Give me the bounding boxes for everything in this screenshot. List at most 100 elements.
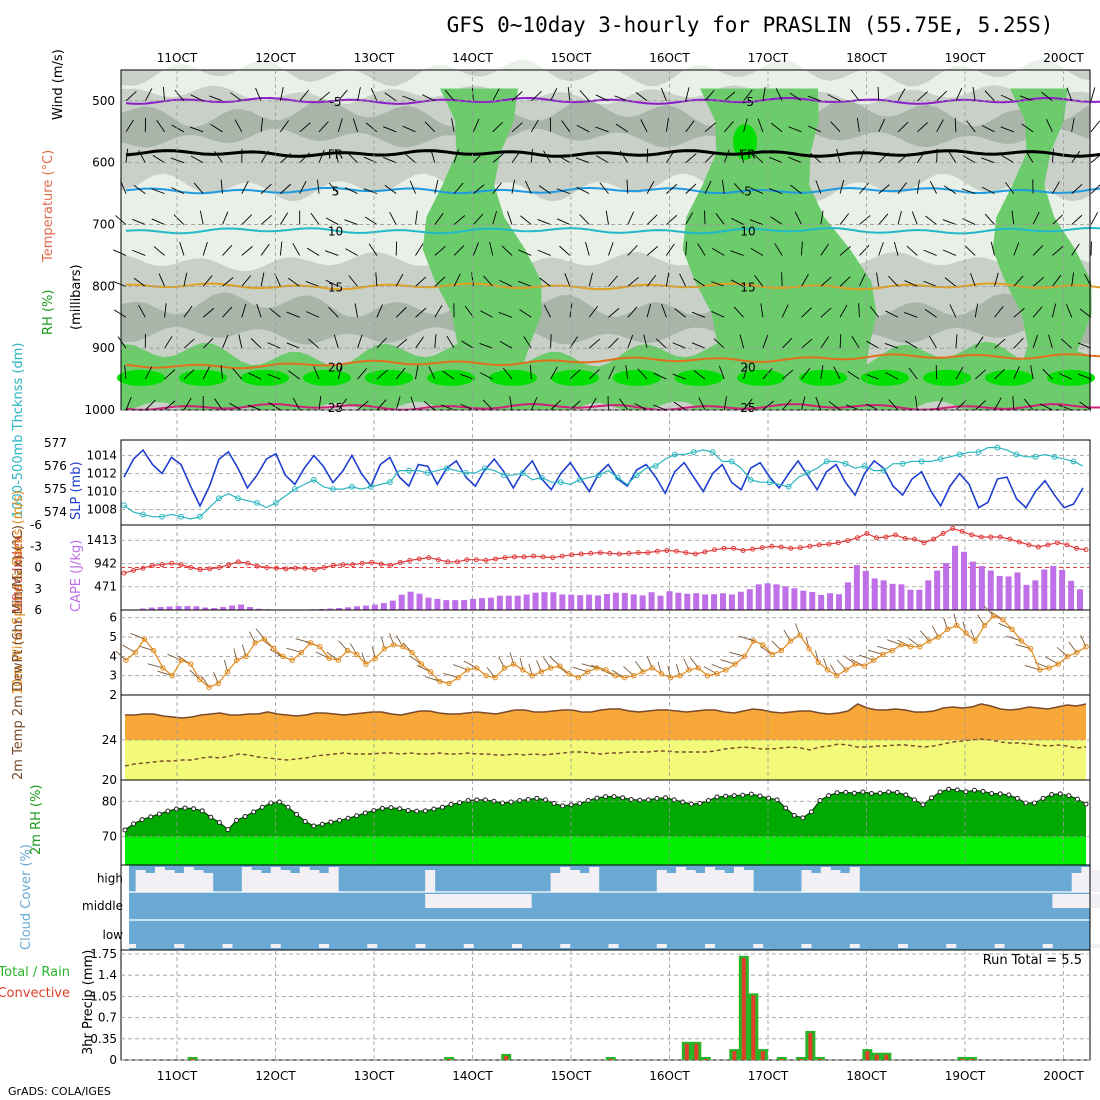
wind-barb [972, 87, 976, 101]
cape-bar [514, 595, 521, 610]
wind-barb [757, 118, 764, 132]
wind-barb [202, 307, 215, 318]
below-surface [121, 410, 1090, 440]
wind10m-marker [197, 676, 203, 683]
rh2m-marker [182, 805, 188, 811]
lifted-marker [1026, 542, 1032, 548]
wind-barb [685, 87, 690, 102]
wind10m-marker [584, 669, 591, 675]
wind-barb [984, 90, 995, 102]
wind10m-axis-label: 10m Wind Speed & Barbs (m/s) [11, 490, 26, 695]
wind-barb [1052, 214, 1063, 225]
wind-barb [608, 275, 618, 287]
wind-barb [943, 185, 957, 195]
wind-barb [241, 181, 249, 194]
wind10m-marker [935, 634, 942, 640]
rh2m-marker [242, 813, 248, 819]
wind10m-marker [566, 671, 572, 677]
wind-barb [828, 401, 841, 411]
wind-barb [363, 156, 378, 164]
wind-barb [595, 94, 609, 102]
wind-barb [269, 307, 281, 318]
wind-barb [576, 186, 590, 195]
lifted-marker [616, 551, 622, 557]
cape-bar [934, 570, 941, 610]
cape-bar [925, 580, 932, 610]
wind-barb [665, 117, 669, 132]
rh2m-marker [645, 797, 651, 803]
wind-barb [260, 117, 264, 132]
rh2m-marker [834, 790, 840, 796]
rh2m-marker [877, 790, 883, 796]
wind10m-marker [898, 642, 905, 648]
cape-bar [639, 595, 646, 610]
wind-barb [588, 397, 597, 411]
wind-barb [646, 303, 652, 318]
wind-barb [936, 119, 944, 133]
thickness-marker [994, 444, 1001, 451]
wind-barb [869, 305, 880, 318]
cape-bar [389, 600, 396, 610]
wind10m-marker [907, 644, 914, 650]
wind-barb [1090, 184, 1100, 194]
isotherm-line [125, 186, 1100, 195]
rh2m-marker [388, 805, 394, 811]
wind-barb [222, 306, 233, 318]
wind-barb [866, 340, 879, 349]
wind-barb [511, 91, 523, 102]
wind-barb [125, 148, 129, 163]
rh2m-marker [251, 809, 257, 815]
wind-barb [404, 153, 416, 164]
rh2m-marker [1083, 801, 1089, 807]
rh2m-marker [980, 788, 986, 794]
precip-bar [795, 1056, 806, 1060]
cloud-gap [840, 873, 851, 892]
wind-barb [241, 246, 253, 256]
wind-barb [693, 370, 706, 380]
lifted-marker [331, 562, 337, 568]
wind-barb [754, 274, 764, 287]
thickness-tick: 574 [44, 505, 67, 519]
wind-barb [260, 183, 272, 194]
wind-barb [833, 366, 841, 380]
wind10m-marker [344, 647, 351, 654]
wind-barb [878, 118, 886, 133]
slp-frame [120, 439, 1091, 526]
precip-convective-bar [732, 1051, 737, 1060]
rh2m-marker [800, 815, 806, 821]
rh2m-marker [216, 820, 222, 825]
lifted-marker [673, 548, 679, 554]
upper-air-labels: Wind (m/s) Temperature (°C) RH (%) (mill… [41, 49, 84, 335]
wind-barb [299, 89, 309, 102]
cloud-gap [946, 944, 957, 948]
wind-barb [897, 210, 902, 225]
wind10m-marker [270, 645, 277, 652]
cape-bar [166, 606, 173, 610]
cape-bar [809, 591, 816, 610]
lifted-marker [569, 552, 575, 558]
wind-barb [974, 336, 984, 349]
wind-barb [1066, 304, 1073, 318]
wind-barb [627, 277, 639, 287]
lifted-marker [997, 534, 1003, 540]
rh2m-marker [225, 827, 231, 833]
wind10m-marker [732, 661, 738, 667]
wind-barb [325, 279, 339, 287]
wind-barb [162, 86, 166, 101]
cape-bar [595, 595, 602, 610]
cloud-gap [174, 944, 185, 948]
wind10m-marker [1046, 665, 1052, 671]
wind-barb [384, 184, 397, 194]
lifted-marker [159, 562, 165, 568]
top-time-label: 14OCT [452, 51, 493, 65]
rh2m-marker [379, 805, 385, 811]
thickness-marker [254, 499, 260, 506]
wind-barb [152, 154, 165, 164]
rh2m-marker [448, 801, 454, 807]
wind-barb [125, 119, 134, 133]
wind-barb [1039, 403, 1053, 411]
wind-barb [923, 280, 937, 287]
wind-barb [357, 87, 361, 101]
wind-barb [306, 247, 320, 256]
wind-barb [1013, 366, 1020, 380]
